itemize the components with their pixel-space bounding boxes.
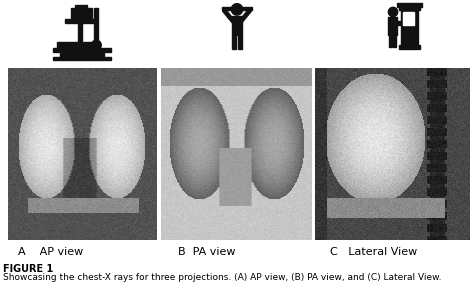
Bar	[222, 7, 252, 10]
Circle shape	[91, 40, 101, 50]
Polygon shape	[222, 10, 235, 22]
Bar	[388, 17, 397, 35]
Bar	[389, 35, 392, 47]
Text: A    AP view: A AP view	[18, 247, 83, 257]
Circle shape	[231, 4, 243, 15]
Bar	[399, 45, 420, 50]
Text: FIGURE 1: FIGURE 1	[3, 264, 53, 274]
Bar	[403, 12, 414, 25]
Bar	[57, 43, 91, 49]
Bar	[75, 5, 88, 9]
Bar	[94, 8, 99, 52]
Bar	[397, 3, 422, 7]
Bar	[399, 6, 420, 10]
Bar	[78, 22, 82, 43]
Text: B  PA view: B PA view	[178, 247, 236, 257]
Text: Showcasing the chest-X rays for three projections. (A) AP view, (B) PA view, and: Showcasing the chest-X rays for three pr…	[3, 273, 441, 282]
Text: C   Lateral View: C Lateral View	[330, 247, 417, 257]
Bar	[397, 21, 403, 25]
Bar	[71, 8, 92, 20]
Bar	[65, 19, 97, 23]
Bar	[60, 52, 104, 57]
Bar	[401, 8, 418, 45]
Circle shape	[388, 7, 398, 17]
Bar	[238, 35, 242, 50]
Bar	[232, 35, 236, 50]
Bar	[54, 57, 110, 60]
Bar	[232, 16, 242, 35]
Bar	[54, 48, 110, 52]
Bar	[392, 35, 396, 47]
Polygon shape	[239, 10, 252, 22]
